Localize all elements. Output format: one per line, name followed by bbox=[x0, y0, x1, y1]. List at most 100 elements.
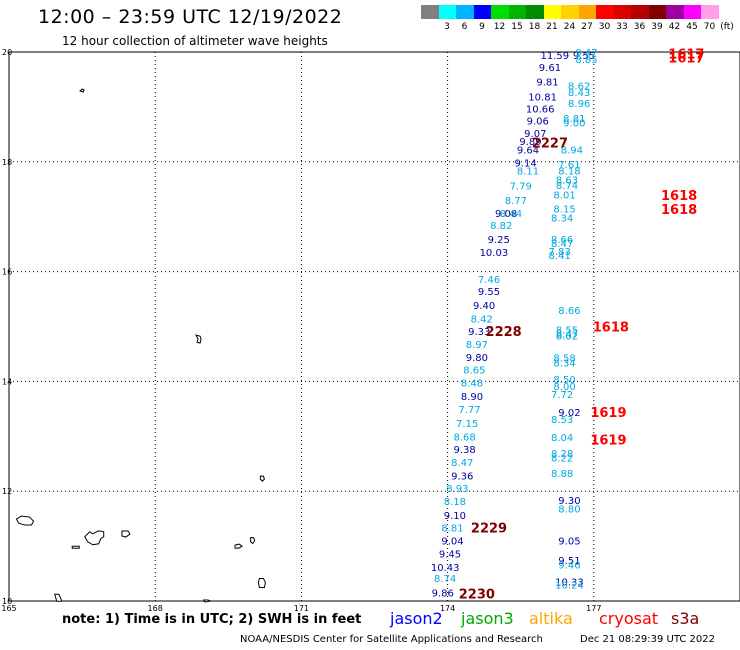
scale-swatch bbox=[438, 5, 456, 19]
scale-label: 21 bbox=[546, 22, 558, 32]
pass-time-label: 2228 bbox=[486, 325, 522, 340]
swh-value-label: 9.46 bbox=[558, 560, 580, 571]
pass-time-label: 1618 bbox=[661, 189, 697, 204]
swh-value-label: 8.34 bbox=[551, 213, 573, 224]
island-outline bbox=[71, 545, 80, 549]
satellite-legend-jason3: jason3 bbox=[461, 609, 514, 628]
island-outline bbox=[259, 475, 265, 482]
swh-value-label: 8.94 bbox=[561, 145, 583, 156]
swh-value-label: 7.15 bbox=[456, 419, 478, 430]
pass-time-label: 1617 bbox=[668, 48, 704, 63]
swh-value-label: 9.55 bbox=[573, 51, 595, 62]
swh-value-label: 9.08 bbox=[495, 209, 517, 220]
scale-label: 33 bbox=[616, 22, 628, 32]
scale-swatch bbox=[666, 5, 684, 19]
swh-value-label: 9.10 bbox=[444, 511, 466, 522]
scale-swatch bbox=[473, 5, 491, 19]
swh-value-label: 10.81 bbox=[528, 93, 557, 104]
swh-value-label: 11.59 bbox=[540, 51, 569, 62]
swh-value-label: 8.22 bbox=[551, 453, 573, 464]
swh-value-label: 8.47 bbox=[556, 330, 578, 341]
swh-value-label: 8.48 bbox=[461, 379, 483, 390]
lat-tick-label: 20 bbox=[2, 48, 12, 57]
pass-time-label: 2229 bbox=[471, 522, 507, 537]
swh-value-label: 9.30 bbox=[558, 496, 580, 507]
swh-value-label: 7.72 bbox=[551, 390, 573, 401]
swh-value-label: 9.51 bbox=[558, 556, 580, 567]
swh-value-label: 8.85 bbox=[575, 55, 597, 66]
lat-tick-label: 16 bbox=[2, 268, 12, 277]
pass-time-label: 1618 bbox=[593, 321, 629, 336]
scale-swatch bbox=[701, 5, 719, 19]
island-outline bbox=[79, 88, 85, 93]
scale-swatch bbox=[578, 5, 596, 19]
island-outline bbox=[250, 537, 256, 545]
swh-value-label: 8.44 bbox=[500, 209, 522, 220]
scale-label: 3 bbox=[444, 22, 450, 32]
swh-value-label: 9.64 bbox=[517, 145, 539, 156]
scale-swatch bbox=[543, 5, 561, 19]
scale-label: 18 bbox=[528, 22, 541, 32]
scale-swatch bbox=[561, 5, 579, 19]
legend-note: note: 1) Time is in UTC; 2) SWH is in fe… bbox=[62, 612, 362, 627]
pass-time-label: 1619 bbox=[590, 406, 626, 421]
swh-value-label: 10.33 bbox=[555, 577, 584, 588]
swh-value-label: 9.61 bbox=[539, 63, 561, 74]
swh-value-label: 8.18 bbox=[558, 167, 580, 178]
lon-tick-label: 171 bbox=[294, 604, 309, 613]
scale-swatch bbox=[631, 5, 649, 19]
footer-timestamp: Dec 21 08:29:39 UTC 2022 bbox=[580, 634, 715, 645]
swh-value-label: 8.15 bbox=[553, 205, 575, 216]
swh-value-label: 9.45 bbox=[439, 549, 461, 560]
swh-value-label: 7.61 bbox=[558, 160, 580, 171]
swh-value-label: 10.03 bbox=[480, 248, 509, 259]
swh-value-label: 8.81 bbox=[441, 524, 463, 535]
scale-swatch bbox=[526, 5, 544, 19]
scale-swatch bbox=[508, 5, 526, 19]
scale-swatch bbox=[613, 5, 631, 19]
swh-value-label: 8.02 bbox=[556, 331, 578, 342]
swh-value-label: 9.07 bbox=[524, 129, 546, 140]
swh-value-label: 9.80 bbox=[466, 353, 488, 364]
swh-value-label: 8.88 bbox=[551, 469, 573, 480]
swh-value-label: 9.25 bbox=[488, 235, 510, 246]
swh-value-label: 8.11 bbox=[517, 167, 539, 178]
swh-value-label: 9.55 bbox=[478, 287, 500, 298]
swh-value-label: 9.81 bbox=[536, 78, 558, 89]
island-outline bbox=[234, 543, 243, 549]
swh-value-label: 9.14 bbox=[514, 158, 536, 169]
scale-label: 36 bbox=[633, 22, 646, 32]
swh-value-label: 9.89 bbox=[519, 137, 541, 148]
scale-swatch bbox=[491, 5, 509, 19]
swh-value-label: 8.66 bbox=[551, 235, 573, 246]
lon-tick-label: 165 bbox=[1, 604, 16, 613]
swh-value-label: 8.81 bbox=[563, 114, 585, 125]
swh-value-label: 8.63 bbox=[556, 175, 578, 186]
lat-tick-label: 18 bbox=[2, 158, 12, 167]
swh-value-label: 8.42 bbox=[471, 314, 493, 325]
swh-value-label: 10.24 bbox=[555, 581, 584, 592]
swh-value-label: 8.01 bbox=[553, 190, 575, 201]
map-title: 12:00 – 23:59 UTC 12/19/2022 bbox=[38, 6, 343, 28]
swh-value-label: 8.55 bbox=[556, 325, 578, 336]
scale-label: (ft) bbox=[720, 22, 734, 32]
swh-value-label: 8.97 bbox=[466, 340, 488, 351]
swh-value-label: 9.40 bbox=[473, 301, 495, 312]
swh-value-label: 10.43 bbox=[431, 563, 460, 574]
pass-time-label: 1618 bbox=[661, 203, 697, 218]
scale-label: 30 bbox=[598, 22, 611, 32]
swh-value-label: 8.18 bbox=[444, 497, 466, 508]
swh-value-label: 8.93 bbox=[446, 484, 468, 495]
pass-time-label: 2230 bbox=[459, 587, 495, 602]
island-outline bbox=[257, 578, 266, 589]
scale-label: 15 bbox=[511, 22, 523, 32]
lat-tick-label: 12 bbox=[2, 487, 12, 496]
satellite-legend-cryosat: cryosat bbox=[599, 609, 659, 628]
swh-value-label: 8.74 bbox=[434, 574, 456, 585]
swh-value-label: 8.28 bbox=[551, 449, 573, 460]
swh-value-label: 8.41 bbox=[549, 251, 571, 262]
swh-value-label: 8.65 bbox=[463, 365, 485, 376]
swh-value-label: 8.47 bbox=[451, 458, 473, 469]
scale-label: 24 bbox=[563, 22, 576, 32]
